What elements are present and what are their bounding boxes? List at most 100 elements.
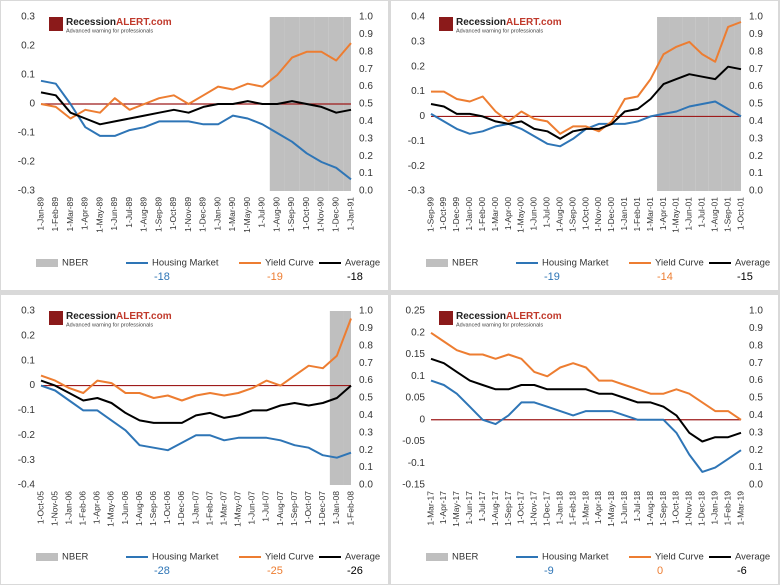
x-tick-label: 1-Mar-00 [490, 197, 500, 232]
logo-brand: Recession [456, 311, 506, 322]
x-tick-label: 1-Jul-18 [632, 491, 642, 522]
x-tick-label: 1-Feb-07 [204, 491, 214, 526]
x-tick-label: 1-May-18 [606, 491, 616, 527]
series-line [40, 318, 352, 402]
x-tick-label: 1-Jan-19 [709, 491, 719, 525]
legend-score: -19 [267, 271, 283, 283]
y2-tick-label: 0.8 [749, 340, 763, 351]
y-tick-label: 0.1 [411, 371, 425, 382]
x-tick-label: 1-Jan-06 [63, 491, 73, 525]
y2-tick-label: 1.0 [749, 12, 763, 23]
y-tick-label: 0.05 [406, 393, 426, 404]
x-tick-label: 1-May-89 [94, 197, 104, 233]
panel-bg [391, 295, 778, 584]
x-tick-label: 1-Nov-89 [183, 197, 193, 232]
series-line [430, 379, 742, 473]
series-line [40, 379, 352, 424]
x-tick-label: 1-Mar-01 [645, 197, 655, 232]
y-tick-label: 0.1 [411, 86, 425, 97]
legend-label: Housing Market [542, 258, 609, 269]
panel-bg [1, 295, 388, 584]
y2-tick-label: 0.2 [359, 151, 373, 162]
logo-accent: ALERT.com [116, 17, 172, 28]
y2-tick-label: 0.1 [359, 462, 373, 473]
x-tick-label: 1-Oct-89 [168, 197, 178, 230]
y2-tick-label: 0.6 [359, 81, 373, 92]
y-tick-label: -0.1 [18, 405, 36, 416]
y2-tick-label: 0.5 [359, 393, 373, 404]
y-tick-label: 0.4 [411, 12, 425, 23]
chart-panel: -0.15 -0.1 -0.05 0 0.05 0.1 0.15 0.2 0.25 0.0 0.1 0… [391, 295, 778, 584]
y2-tick-label: 0.4 [359, 410, 373, 421]
x-tick-label: 1-Oct-05 [35, 491, 45, 524]
legend-score: -19 [544, 271, 560, 283]
x-tick-label: 1-Apr-18 [593, 491, 603, 524]
y2-tick-label: 0.3 [359, 427, 373, 438]
y2-tick-label: 0.4 [359, 116, 373, 127]
legend-label: Average [735, 258, 770, 269]
x-tick-label: 1-Nov-05 [49, 491, 59, 526]
x-tick-label: 1-Jun-89 [109, 197, 119, 231]
x-tick-label: 1-Dec-99 [451, 197, 461, 232]
x-tick-label: 1-Aug-89 [139, 197, 149, 232]
logo-accent: ALERT.com [506, 17, 562, 28]
legend-score: -6 [737, 565, 747, 577]
logo-brand: Recession [456, 17, 506, 28]
x-tick-label: 1-Jun-06 [120, 491, 130, 525]
legend-label: Average [345, 552, 380, 563]
nber-bar [669, 17, 683, 191]
y-tick-label: 0 [29, 380, 35, 391]
x-tick-label: 1-Mar-07 [218, 491, 228, 526]
y2-tick-label: 1.0 [359, 12, 373, 23]
x-tick-label: 1-Jun-18 [619, 491, 629, 525]
legend-score: -26 [347, 565, 363, 577]
y2-tick-label: 0.7 [749, 358, 763, 369]
logo-tagline: Advanced warning for professionals [66, 28, 153, 34]
x-tick-label: 1-Apr-01 [658, 197, 668, 230]
y-tick-label: -0.2 [18, 430, 36, 441]
x-tick-label: 1-Oct-06 [162, 491, 172, 524]
x-tick-label: 1-May-06 [106, 491, 116, 527]
x-tick-label: 1-Dec-17 [542, 491, 552, 526]
x-tick-label: 1-Oct-90 [301, 197, 311, 230]
x-tick-label: 1-Jul-17 [477, 491, 487, 522]
logo-icon [439, 17, 453, 31]
logo-icon [49, 311, 63, 325]
legend-label: Average [345, 258, 380, 269]
legend-label: NBER [452, 552, 479, 563]
legend-swatch [36, 553, 58, 561]
chart-panel: -0.4 -0.3 -0.2 -0.1 0 0.1 0.2 0.3 0.0 0.1 0.2 0.3 0.… [1, 295, 388, 584]
y2-tick-label: 0.5 [749, 393, 763, 404]
y-tick-label: 0 [29, 99, 35, 110]
x-tick-label: 1-Nov-17 [529, 491, 539, 526]
x-tick-label: 1-Oct-00 [580, 197, 590, 230]
legend-label: Housing Market [152, 258, 219, 269]
y-tick-label: 0 [419, 111, 425, 122]
x-tick-label: 1-Nov-18 [684, 491, 694, 526]
y-tick-label: 0.25 [406, 306, 426, 317]
x-tick-label: 1-Dec-07 [317, 491, 327, 526]
y2-tick-label: 0.0 [749, 480, 763, 491]
x-tick-label: 1-Jan-91 [345, 197, 355, 231]
y2-tick-label: 0.9 [749, 29, 763, 40]
x-tick-label: 1-Oct-01 [735, 197, 745, 230]
logo-name: RecessionALERT.com [456, 311, 562, 322]
y2-tick-label: 0.6 [749, 81, 763, 92]
series-line [40, 91, 352, 126]
y2-tick-label: 0.1 [749, 462, 763, 473]
x-tick-label: 1-Jan-90 [212, 197, 222, 231]
legend-label: NBER [452, 258, 479, 269]
logo-accent: ALERT.com [506, 311, 562, 322]
legend-label: Yield Curve [655, 258, 704, 269]
series-line [430, 357, 742, 443]
y-tick-label: -0.1 [18, 128, 36, 139]
series-line [430, 65, 742, 140]
x-tick-label: 1-Feb-01 [632, 197, 642, 232]
logo-name: RecessionALERT.com [66, 17, 172, 28]
x-tick-label: 1-Dec-89 [198, 197, 208, 232]
x-tick-label: 1-Sep-07 [289, 491, 299, 526]
x-tick-label: 1-Apr-89 [80, 197, 90, 230]
legend-label: Yield Curve [655, 552, 704, 563]
